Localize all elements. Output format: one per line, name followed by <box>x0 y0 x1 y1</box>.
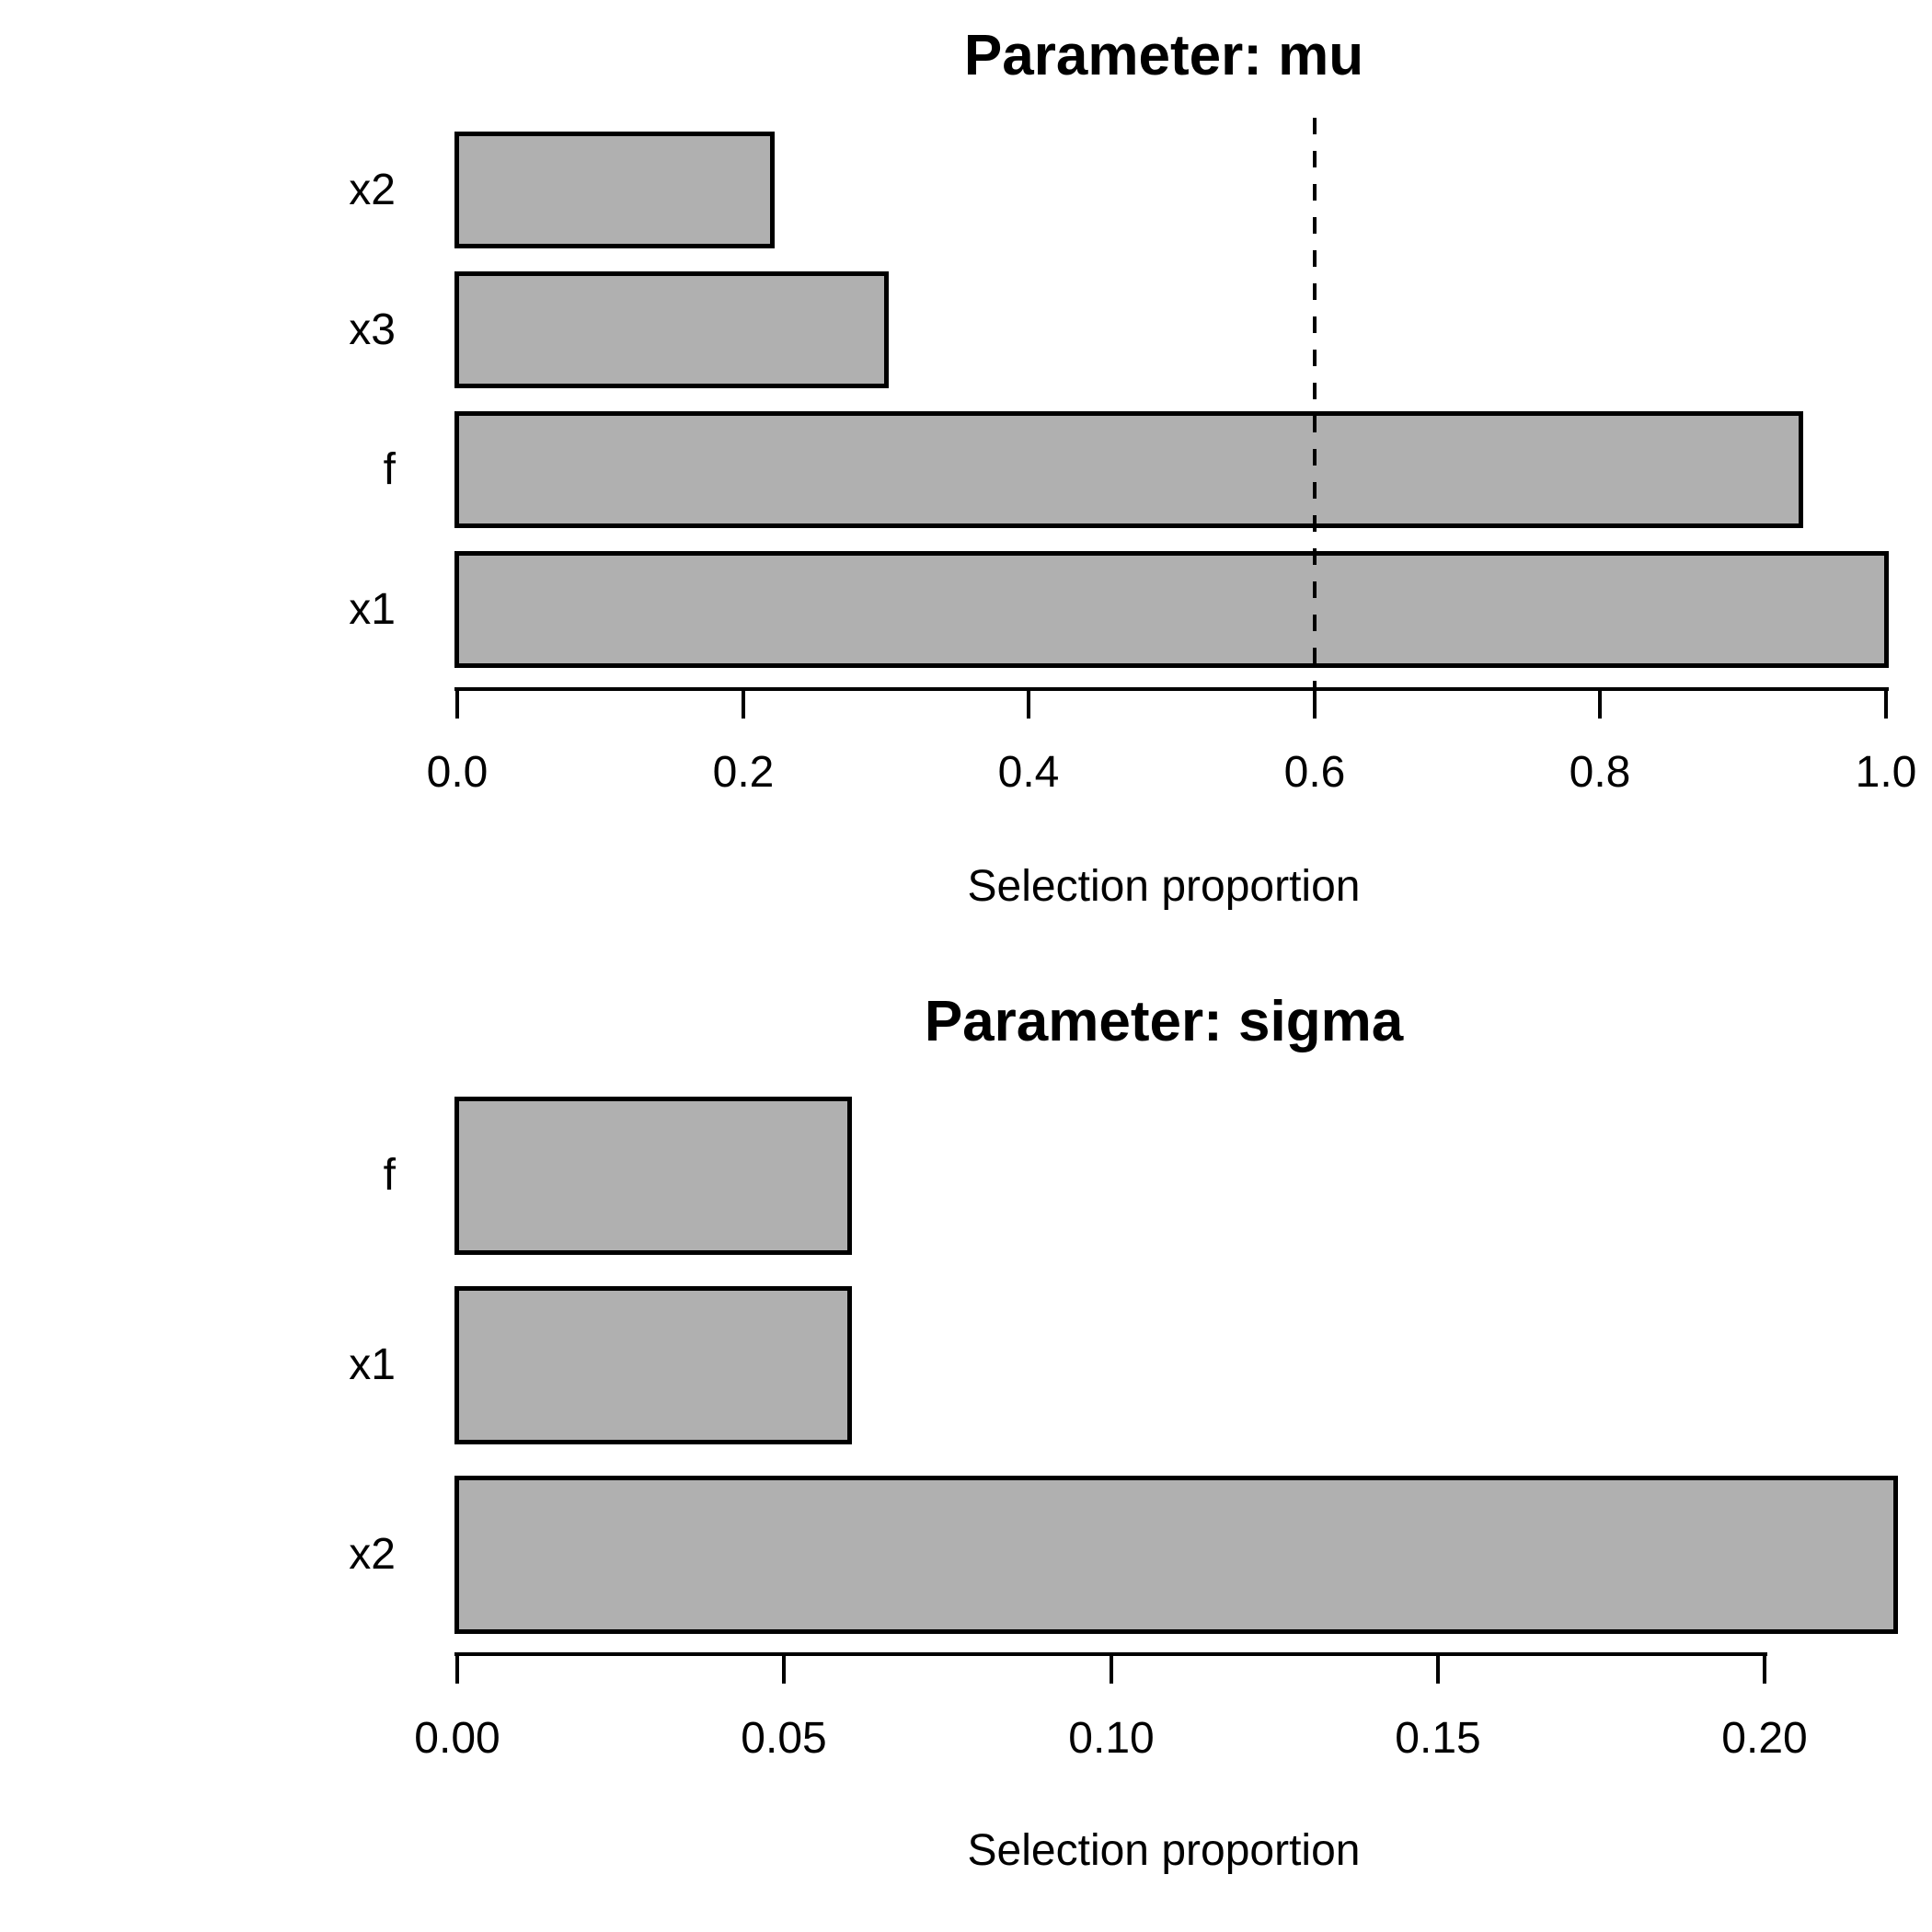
bar-x1 <box>454 551 1889 668</box>
x-axis-tick-label: 0.6 <box>1283 748 1346 797</box>
category-label-f: f <box>383 1151 396 1200</box>
bar-x2 <box>454 1476 1898 1634</box>
x-axis-tick <box>782 1654 786 1684</box>
x-axis-label: Selection proportion <box>967 1826 1361 1875</box>
x-axis-tick <box>455 689 459 719</box>
x-axis-tick <box>1027 689 1030 719</box>
x-axis-tick <box>1313 689 1317 719</box>
x-axis-tick-label: 0.2 <box>712 748 775 797</box>
x-axis-tick-label: 0.0 <box>426 748 489 797</box>
category-label-x2: x2 <box>349 165 396 214</box>
category-label-x1: x1 <box>349 1340 396 1389</box>
category-label-x3: x3 <box>349 305 396 354</box>
x-axis-tick <box>1110 1654 1113 1684</box>
x-axis-tick <box>1436 1654 1440 1684</box>
x-axis-tick-label: 0.20 <box>1721 1714 1808 1763</box>
x-axis-tick-label: 0.05 <box>741 1714 827 1763</box>
x-axis-tick-label: 0.15 <box>1395 1714 1481 1763</box>
reference-line-dashed <box>1313 118 1317 689</box>
category-label-x2: x2 <box>349 1530 396 1579</box>
x-axis-tick <box>1884 689 1888 719</box>
x-axis-tick <box>1763 1654 1766 1684</box>
chart-title: Parameter: sigma <box>924 990 1404 1053</box>
x-axis-tick-label: 0.8 <box>1569 748 1631 797</box>
x-axis-tick <box>742 689 745 719</box>
category-label-x1: x1 <box>349 584 396 634</box>
bar-x2 <box>454 132 775 248</box>
category-label-f: f <box>383 444 396 494</box>
x-axis-line <box>454 687 1889 691</box>
x-axis-tick-label: 0.00 <box>414 1714 500 1763</box>
x-axis-tick <box>455 1654 459 1684</box>
x-axis-tick <box>1598 689 1602 719</box>
bar-f <box>454 411 1803 528</box>
x-axis-tick-label: 0.4 <box>997 748 1060 797</box>
bar-x1 <box>454 1286 852 1444</box>
x-axis-label: Selection proportion <box>967 862 1361 911</box>
bar-f <box>454 1097 852 1255</box>
x-axis-tick-label: 1.0 <box>1855 748 1917 797</box>
chart-title: Parameter: mu <box>963 24 1364 87</box>
bar-x3 <box>454 271 889 388</box>
x-axis-tick-label: 0.10 <box>1068 1714 1155 1763</box>
